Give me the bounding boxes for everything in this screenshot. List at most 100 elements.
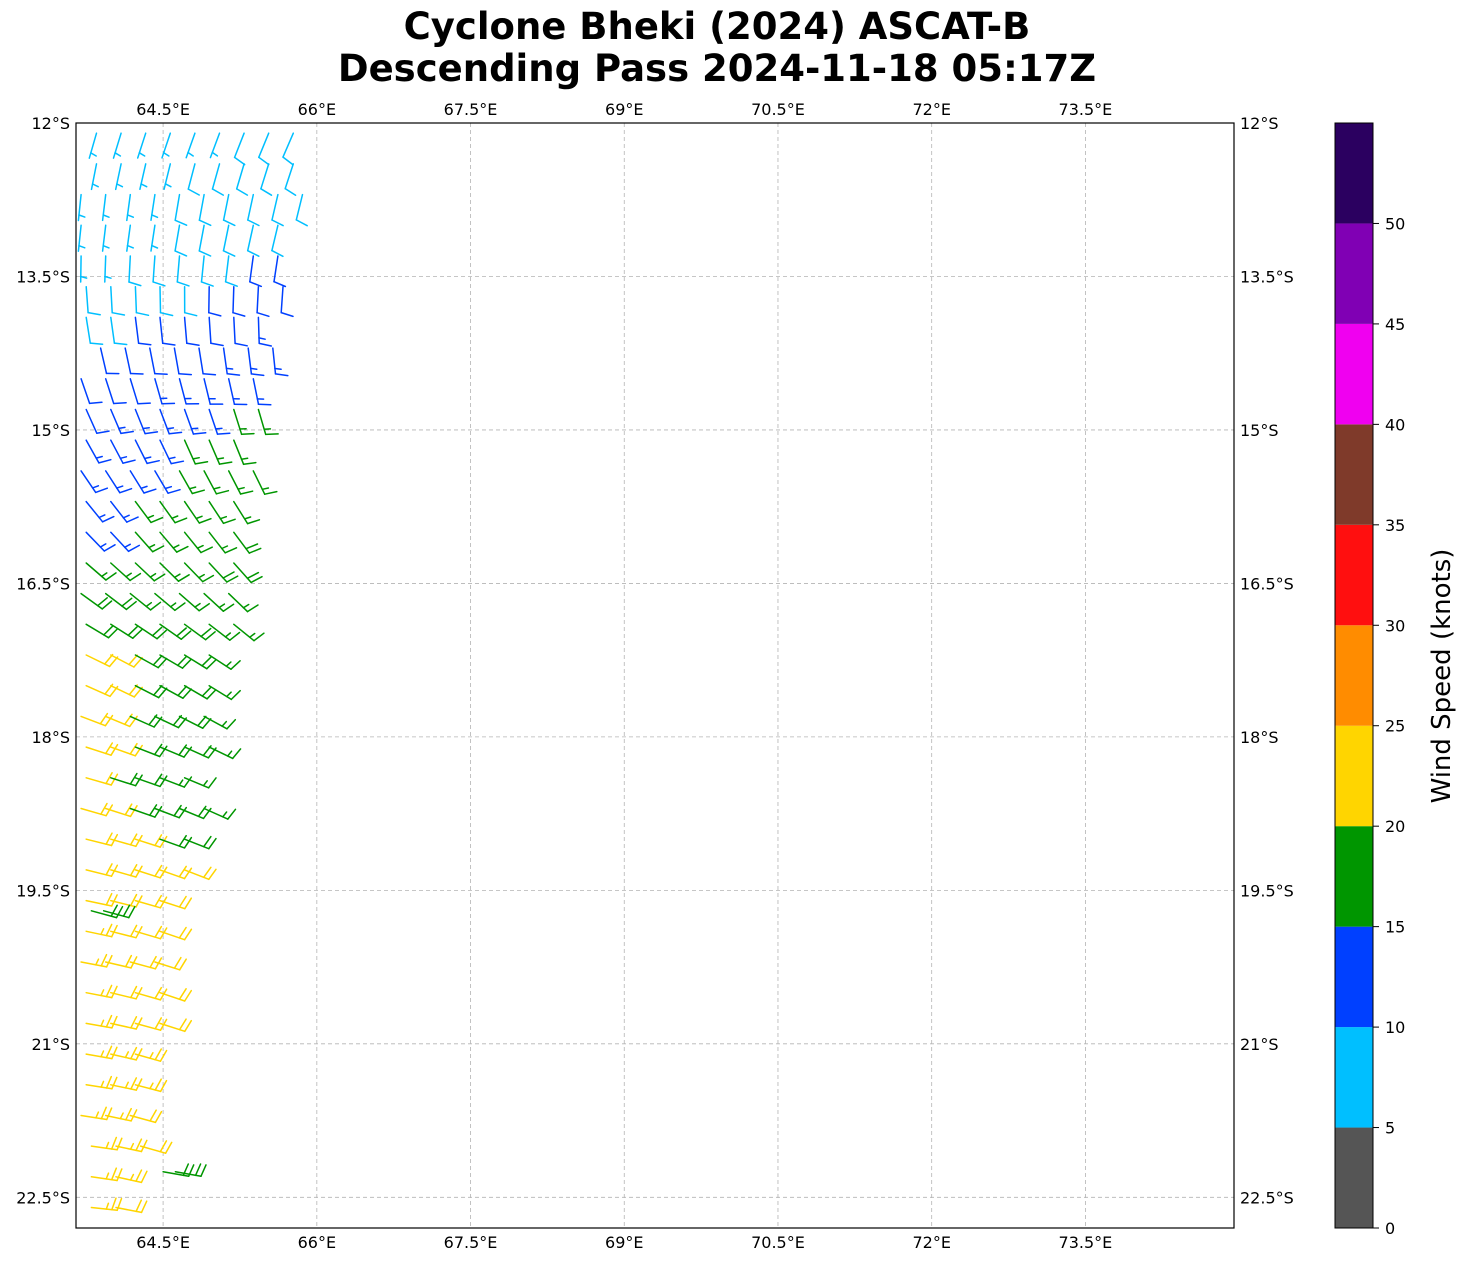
barb-shaft — [110, 991, 137, 1000]
barb-half-flag — [164, 183, 172, 188]
wind-barb — [235, 163, 249, 196]
barb-shaft — [159, 838, 186, 849]
barb-half-flag — [224, 632, 232, 638]
barb-flag — [130, 1046, 138, 1060]
barb-shaft — [159, 991, 186, 1002]
barb-shaft — [178, 470, 194, 495]
barb-shaft — [183, 777, 210, 789]
barb-flag — [148, 804, 158, 817]
wind-barb — [101, 193, 110, 222]
barb-flag — [183, 776, 193, 788]
barb-half-flag — [216, 457, 225, 460]
barb-flag — [130, 1077, 138, 1090]
barb-flag — [105, 863, 113, 876]
barb-shaft — [174, 224, 181, 252]
barb-shaft — [110, 285, 113, 314]
wind-barb — [159, 531, 189, 553]
barb-half-flag — [225, 661, 232, 667]
barb-shaft — [102, 910, 130, 919]
barb-flag — [246, 571, 260, 580]
barb-shaft — [295, 193, 304, 221]
barb-shaft — [139, 163, 147, 191]
barb-half-flag — [198, 573, 205, 579]
barb-flag — [137, 342, 152, 346]
barb-shaft — [154, 592, 176, 612]
barb-flag — [224, 281, 238, 287]
barb-flag — [140, 1200, 148, 1214]
barb-half-flag — [105, 1202, 110, 1210]
wind-barb — [174, 1163, 207, 1177]
barb-flag — [222, 250, 236, 257]
lat-tick-label-left: 16.5°S — [16, 574, 70, 593]
barb-half-flag — [219, 515, 228, 520]
colorbar-tick-label: 5 — [1385, 1119, 1395, 1138]
barb-flag — [181, 658, 192, 669]
barb-flag — [178, 806, 188, 819]
wind-barb — [183, 439, 209, 465]
barb-flag — [198, 517, 212, 524]
colorbar-segment — [1335, 123, 1373, 224]
barb-shaft — [183, 531, 202, 554]
wind-barb — [90, 1167, 123, 1182]
barb-half-flag — [105, 1172, 110, 1180]
barb-flag — [207, 777, 217, 789]
barb-flag — [132, 628, 143, 639]
wind-barb — [134, 316, 152, 346]
barb-shaft — [233, 623, 255, 642]
wind-barb — [134, 562, 166, 582]
barb-flag — [140, 1170, 148, 1184]
barb-flag — [176, 627, 187, 637]
barb-shaft — [139, 1145, 167, 1154]
barb-flag — [125, 600, 137, 611]
barb-flag — [110, 1167, 118, 1181]
barb-half-flag — [102, 214, 110, 218]
wind-barb — [99, 347, 120, 375]
wind-barb — [90, 1197, 123, 1212]
barb-shaft — [104, 255, 107, 283]
barb-half-flag — [122, 514, 130, 519]
wind-barb — [208, 285, 222, 317]
barb-shaft — [173, 347, 180, 375]
barb-flag — [180, 630, 192, 640]
lat-tick-label-left: 18°S — [31, 728, 70, 747]
barb-flag — [184, 1019, 193, 1033]
barb-shaft — [110, 654, 135, 668]
barb-shaft — [114, 163, 122, 191]
lon-tick-label-top: 69°E — [605, 100, 643, 119]
wind-barb — [183, 623, 216, 641]
barb-flag — [103, 625, 114, 636]
barb-shaft — [115, 1145, 143, 1153]
barb-shaft — [203, 807, 229, 820]
barb-shaft — [124, 347, 132, 375]
barb-flag — [146, 459, 160, 465]
barb-flag — [176, 545, 189, 553]
barb-flag — [202, 835, 212, 848]
wind-barb — [80, 712, 114, 727]
barb-flag — [113, 342, 128, 346]
barb-flag — [167, 488, 181, 494]
barb-shaft — [232, 285, 235, 314]
barb-shaft — [129, 807, 156, 818]
barb-shaft — [85, 1053, 113, 1060]
barb-flag — [183, 989, 193, 1002]
barb-shaft — [115, 1206, 143, 1214]
barb-half-flag — [104, 275, 112, 279]
wind-barb — [252, 378, 272, 406]
wind-barb — [260, 163, 273, 196]
barb-flag — [129, 833, 138, 846]
wind-barb — [134, 743, 168, 758]
barb-shaft — [256, 285, 260, 314]
barb-flag — [105, 572, 117, 581]
barb-shaft — [134, 1084, 162, 1093]
barb-half-flag — [202, 780, 208, 787]
barb-flag — [129, 772, 138, 785]
barb-flag — [111, 311, 126, 316]
barb-half-flag — [237, 486, 245, 490]
barb-flag — [126, 516, 139, 523]
wind-barb — [233, 408, 255, 436]
barb-shaft — [104, 378, 115, 405]
barb-flag — [159, 866, 168, 879]
barb-shaft — [101, 224, 107, 252]
barb-shaft — [80, 470, 97, 494]
barb-shaft — [90, 163, 98, 191]
